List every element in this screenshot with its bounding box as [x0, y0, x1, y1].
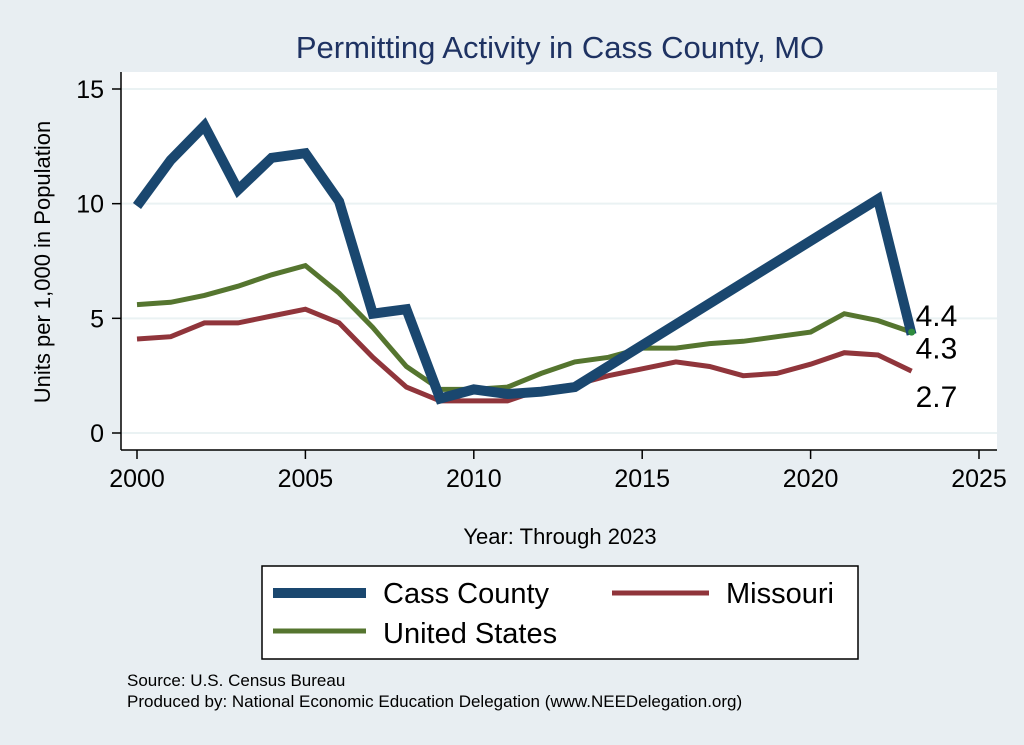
source-note: Source: U.S. Census Bureau Produced by: …: [127, 670, 742, 712]
end-marker: [908, 328, 916, 336]
x-tick-label: 2010: [446, 465, 502, 493]
y-tick-label: 5: [90, 305, 104, 333]
end-labels: 4.3 2.7 4.4: [908, 300, 957, 414]
x-axis-label: Year: Through 2023: [463, 524, 656, 549]
x-tick-label: 2000: [109, 465, 165, 493]
legend-label-united-states: United States: [383, 618, 557, 650]
x-tick-label: 2025: [951, 465, 1007, 493]
legend-label-missouri: Missouri: [726, 578, 834, 610]
x-tick-label: 2015: [614, 465, 670, 493]
series-line-cass-county: [132, 117, 917, 405]
legend-label-cass-county: Cass County: [383, 578, 550, 610]
y-tick-label: 10: [76, 191, 104, 219]
x-tick-label: 2005: [278, 465, 334, 493]
end-label-cass-county: 4.3: [916, 332, 958, 365]
axes: 0 5 10 15 2000 2005 2010 2015 2020 2025: [76, 72, 1007, 493]
legend-box: [261, 565, 859, 660]
end-label-missouri: 2.7: [916, 381, 958, 414]
y-axis-label: Units per 1,000 in Population: [30, 121, 55, 404]
source-line: Source: U.S. Census Bureau: [127, 671, 346, 690]
series-lines: [132, 117, 917, 405]
y-tick-label: 0: [90, 420, 104, 448]
producer-line: Produced by: National Economic Education…: [127, 692, 743, 711]
chart-title: Permitting Activity in Cass County, MO: [296, 30, 824, 65]
legend: Cass County Missouri United States: [261, 565, 859, 660]
series-line-united-states: [136, 262, 913, 392]
y-tick-label: 15: [76, 76, 104, 104]
end-label-united-states: 4.4: [916, 300, 958, 333]
x-tick-label: 2020: [783, 465, 839, 493]
